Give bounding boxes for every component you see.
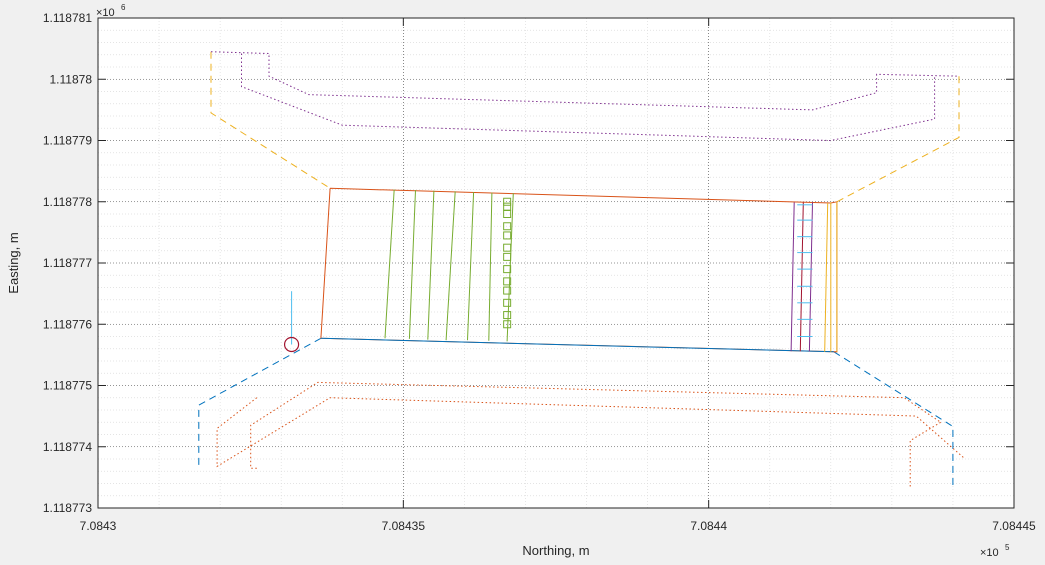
y-axis-label: Easting, m [6,232,21,293]
series-line-21 [824,202,829,352]
square-marker [503,197,512,206]
y-tick-label: 1.118781 [43,11,92,25]
x-axis-label: Northing, m [522,543,589,558]
series-line-3 [250,381,941,469]
square-marker [503,311,512,320]
y-tick-label: 1.118774 [43,440,92,454]
plot-marks [198,51,966,487]
square-marker [503,298,512,307]
x-tick-label: 7.0843 [80,519,117,533]
x-exponent-power: 5 [1005,543,1010,552]
series-line-20 [799,202,804,352]
y-axis-ticks: 1.118773 1.118774 1.118775 1.118776 1.118777… [43,11,1014,515]
x-exponent-base: ×10 [980,547,999,559]
square-marker [503,231,512,240]
y-exponent-base: ×10 [96,7,115,19]
square-marker [503,277,512,286]
x-tick-label: 7.0844 [690,519,727,533]
y-tick-label: 1.118779 [43,134,92,148]
y-tick-label: 1.118775 [43,379,92,393]
y-tick-label: 1.118777 [43,256,92,270]
series-line-0 [198,337,322,468]
y-tick-label: 1.118773 [43,501,92,515]
y-tick-label: 1.118778 [43,195,92,209]
y-tick-label: 1.11878 [50,72,93,86]
series-line-15 [467,191,475,341]
series-line-1 [833,351,954,487]
square-marker [503,222,512,231]
series-line-18 [790,202,795,352]
y-tick-label: 1.118776 [43,317,92,331]
series-line-13 [427,190,435,340]
y-exponent-power: 6 [121,3,126,12]
square-marker [503,286,512,295]
series-line-7 [210,51,960,111]
plot-area [98,18,1014,508]
x-tick-label: 7.08445 [992,519,1036,533]
square-marker [503,252,512,261]
square-marker [503,265,512,274]
square-marker [503,320,512,329]
series-line-5 [210,51,331,189]
series-line-16 [488,192,493,341]
series-line-14 [445,191,456,341]
x-axis-ticks: 7.0843 7.08435 7.0844 7.08445 [80,18,1036,533]
series-line-12 [408,190,416,339]
series-line-6 [836,76,960,203]
square-marker [503,202,512,211]
series-line-10 [320,337,834,353]
circle-marker [283,336,300,353]
x-tick-label: 7.08435 [382,519,426,533]
series-line-19 [808,202,813,352]
square-marker [503,243,512,252]
series-line-8 [241,53,936,142]
series-line-11 [384,189,395,339]
